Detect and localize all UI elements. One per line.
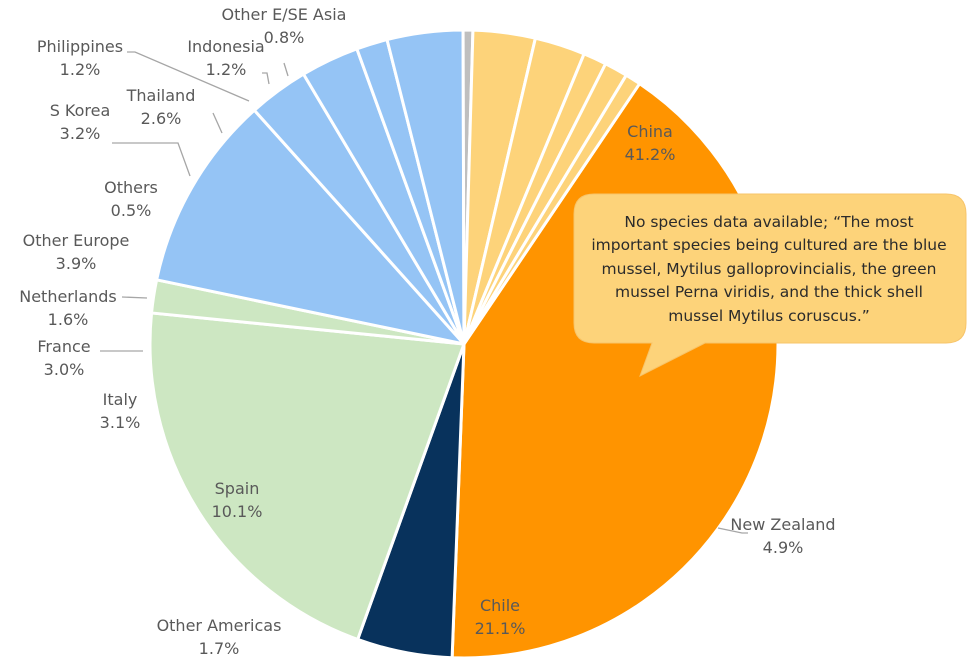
slice-value-other-americas: 1.7%	[199, 639, 240, 658]
callout-text: No species data available; “The most imp…	[591, 212, 947, 325]
callout-bubble	[573, 193, 967, 378]
slice-chile	[148, 311, 466, 641]
slice-label-others: Others	[104, 178, 158, 197]
leader-line-s-korea	[112, 142, 191, 177]
leader-line-other-e-se-asia	[283, 62, 289, 77]
slice-label-chile: Chile	[480, 596, 520, 615]
slice-label-italy: Italy	[103, 390, 138, 409]
leader-line-new-zealand	[717, 527, 748, 534]
slice-value-indonesia: 1.2%	[206, 60, 247, 79]
slice-value-spain: 10.1%	[212, 502, 263, 521]
slice-label-other-americas: Other Americas	[157, 616, 282, 635]
slice-value-thailand: 2.6%	[141, 109, 182, 128]
slice-other-e-se-asia	[462, 73, 642, 346]
leader-lines	[100, 51, 748, 534]
slice-value-chile: 21.1%	[475, 619, 526, 638]
slice-value-new-zealand: 4.9%	[763, 538, 804, 557]
pie-slices	[148, 28, 780, 660]
slice-value-other-e-se-asia: 0.8%	[264, 28, 305, 47]
slice-value-s-korea: 3.2%	[60, 124, 101, 143]
slice-label-spain: Spain	[215, 479, 260, 498]
slice-label-france: France	[37, 337, 90, 356]
slice-value-china: 41.2%	[625, 145, 676, 164]
leader-line-indonesia	[262, 72, 270, 85]
slice-label-philippines: Philippines	[37, 37, 123, 56]
slice-label-china: China	[627, 122, 673, 141]
slice-spain	[155, 108, 466, 346]
slice-label-s-korea: S Korea	[50, 101, 111, 120]
slice-label-other-e-se-asia: Other E/SE Asia	[222, 5, 347, 24]
leader-line-philippines	[127, 51, 250, 102]
slice-label-thailand: Thailand	[126, 86, 196, 105]
slice-value-others: 0.5%	[111, 201, 152, 220]
slice-value-philippines: 1.2%	[60, 60, 101, 79]
slice-label-new-zealand: New Zealand	[730, 515, 835, 534]
slice-value-netherlands: 1.6%	[48, 310, 89, 329]
slice-label-indonesia: Indonesia	[187, 37, 264, 56]
slice-labels: China 41.2% New Zealand 4.9% Chile 21.1% Other…	[19, 5, 835, 658]
leader-line-netherlands	[121, 296, 148, 299]
slice-label-netherlands: Netherlands	[19, 287, 117, 306]
slice-value-france: 3.0%	[44, 360, 85, 379]
leader-line-thailand	[212, 112, 223, 134]
slice-label-other-europe: Other Europe	[23, 231, 130, 250]
slice-value-italy: 3.1%	[100, 413, 141, 432]
slice-value-other-europe: 3.9%	[56, 254, 97, 273]
